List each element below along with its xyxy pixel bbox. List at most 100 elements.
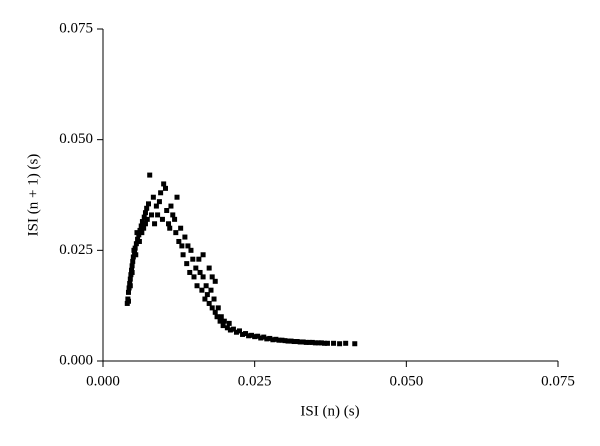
scatter-point — [150, 194, 156, 200]
x-tick-label: 0.075 — [541, 373, 575, 389]
scatter-point — [318, 340, 324, 346]
scatter-point — [243, 331, 249, 337]
scatter-point — [142, 221, 148, 227]
scatter-point — [182, 234, 188, 240]
scatter-point — [174, 194, 180, 200]
scatter-point — [212, 309, 218, 315]
scatter-point — [158, 190, 164, 196]
scatter-point — [300, 339, 306, 345]
scatter-point — [276, 337, 282, 343]
scatter-point — [258, 335, 264, 341]
y-axis-label: ISI (n + 1) (s) — [25, 154, 41, 237]
scatter-point — [133, 241, 139, 247]
scatter-point — [139, 230, 145, 236]
scatter-point — [209, 305, 215, 311]
scatter-point — [352, 341, 358, 347]
scatter-point — [315, 340, 321, 346]
scatter-point — [180, 252, 186, 258]
y-tick-label: 0.000 — [59, 352, 93, 368]
scatter-point — [134, 230, 140, 236]
scatter-point — [324, 340, 330, 346]
scatter-point — [173, 230, 179, 236]
scatter-point — [176, 238, 182, 244]
scatter-point — [194, 283, 200, 289]
scatter-point — [291, 339, 297, 345]
scatter-point — [133, 252, 139, 258]
scatter-point — [249, 332, 255, 338]
scatter-point — [321, 340, 327, 346]
x-axis-label: ISI (n) (s) — [300, 403, 359, 419]
scatter-point — [200, 252, 206, 258]
scatter-point — [261, 334, 267, 340]
scatter-point — [179, 243, 185, 249]
scatter-point — [129, 269, 135, 275]
scatter-point — [206, 265, 212, 271]
scatter-point — [240, 331, 246, 337]
scatter-point — [200, 274, 206, 280]
scatter-point — [125, 289, 131, 295]
scatter-point — [162, 185, 168, 191]
scatter-point — [196, 256, 202, 262]
scatter-point — [184, 261, 190, 267]
scatter-point — [270, 337, 276, 343]
scatter-point — [218, 314, 224, 320]
scatter-point — [246, 333, 252, 339]
scatter-point — [230, 326, 236, 332]
scatter-point — [130, 258, 136, 264]
scatter-point — [147, 172, 153, 178]
scatter-point — [185, 243, 191, 249]
y-tick-label: 0.075 — [59, 20, 93, 36]
scatter-point — [217, 318, 223, 324]
scatter-point — [142, 210, 148, 216]
scatter-point — [279, 337, 285, 343]
scatter-point — [288, 338, 294, 344]
scatter-point — [159, 216, 165, 222]
x-tick-label: 0.000 — [86, 373, 120, 389]
scatter-point — [203, 283, 209, 289]
scatter-point — [282, 338, 288, 344]
scatter-point — [136, 238, 142, 244]
scatter-point — [127, 276, 133, 282]
x-tick-label: 0.050 — [389, 373, 423, 389]
scatter-point — [224, 325, 230, 331]
scatter-point — [264, 336, 270, 342]
scatter-point — [199, 287, 205, 293]
scatter-point — [167, 225, 173, 231]
scatter-point — [306, 339, 312, 345]
scatter-point — [172, 216, 178, 222]
scatter-point — [233, 329, 239, 335]
scatter-point — [331, 340, 337, 346]
scatter-point — [125, 298, 131, 304]
scatter-point — [141, 214, 147, 220]
scatter-point — [188, 247, 194, 253]
scatter-point — [206, 300, 212, 306]
scatter-point — [170, 212, 176, 218]
scatter-point — [343, 340, 349, 346]
scatter-point — [220, 323, 226, 329]
scatter-point — [127, 283, 133, 289]
scatter-point — [129, 263, 135, 269]
x-tick-label: 0.025 — [238, 373, 272, 389]
scatter-point — [273, 336, 279, 342]
scatter-point — [221, 318, 227, 324]
scatter-point — [131, 247, 137, 253]
scatter-point — [294, 339, 300, 345]
scatter-point — [215, 305, 221, 311]
scatter-point — [191, 274, 197, 280]
scatter-point — [139, 219, 145, 225]
scatter-point — [297, 339, 303, 345]
scatter-point — [197, 269, 203, 275]
scatter-point — [227, 327, 233, 333]
y-tick-label: 0.050 — [59, 131, 93, 147]
scatter-point — [202, 296, 208, 302]
scatter-point — [161, 181, 167, 187]
scatter-point — [178, 225, 184, 231]
scatter-point — [155, 212, 161, 218]
scatter-point — [208, 287, 214, 293]
scatter-point — [212, 278, 218, 284]
scatter-point — [187, 269, 193, 275]
scatter-point — [156, 199, 162, 205]
y-tick-label: 0.025 — [59, 242, 93, 258]
scatter-point — [190, 256, 196, 262]
